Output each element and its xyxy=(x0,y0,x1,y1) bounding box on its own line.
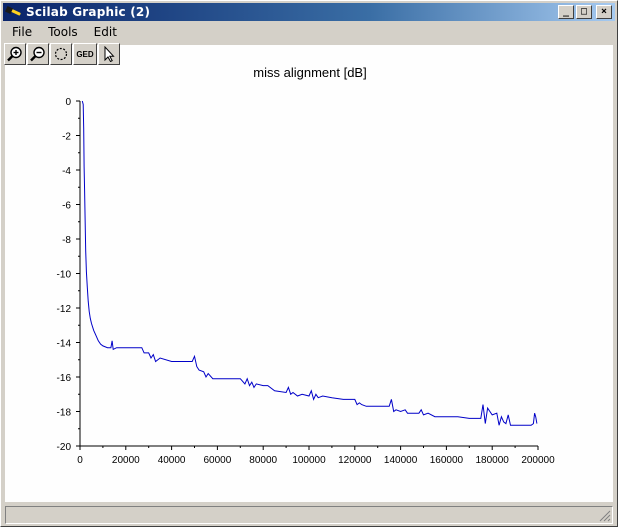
y-tick-label: -8 xyxy=(62,235,71,246)
x-tick-label: 120000 xyxy=(338,455,372,466)
zoom-out-icon xyxy=(30,46,45,62)
x-tick-label: 80000 xyxy=(249,455,277,466)
chart-title: miss alignment [dB] xyxy=(253,65,366,80)
x-tick-label: 60000 xyxy=(203,455,231,466)
graphic-toolbar: GED xyxy=(4,43,120,67)
y-tick-label: -10 xyxy=(57,270,72,281)
window-controls: _ □ × xyxy=(558,5,612,19)
x-tick-label: 40000 xyxy=(158,455,186,466)
x-tick-label: 20000 xyxy=(112,455,140,466)
x-tick-label: 160000 xyxy=(430,455,464,466)
data-series-line xyxy=(81,100,538,426)
menu-file[interactable]: File xyxy=(12,24,33,39)
zoom-in-icon xyxy=(7,46,22,62)
rotate-button[interactable] xyxy=(50,43,72,65)
x-tick-label: 140000 xyxy=(384,455,418,466)
menu-tools[interactable]: Tools xyxy=(48,24,78,39)
minimize-button[interactable]: _ xyxy=(558,5,574,19)
ged-button[interactable]: GED xyxy=(73,43,97,65)
y-tick-label: -2 xyxy=(62,132,71,143)
y-tick-label: -18 xyxy=(57,408,72,419)
title-bar[interactable]: Scilab Graphic (2) _ □ × xyxy=(3,3,615,21)
y-tick-label: -4 xyxy=(62,166,71,177)
y-tick-label: -14 xyxy=(57,339,72,350)
line-chart: miss alignment [dB] 0 -2 -4 -6 -8 -10 -12 -14 -1… xyxy=(57,65,556,466)
rotate-icon xyxy=(54,47,68,61)
y-tick-label: -16 xyxy=(57,373,72,384)
plot-area xyxy=(81,100,538,426)
select-button[interactable] xyxy=(98,43,120,65)
y-tick-label: -12 xyxy=(57,304,72,315)
scilab-app-icon xyxy=(5,5,22,19)
window-title: Scilab Graphic (2) xyxy=(26,5,151,19)
zoom-in-button[interactable] xyxy=(4,43,26,65)
x-tick-label: 0 xyxy=(77,455,83,466)
x-tick-label: 180000 xyxy=(476,455,510,466)
y-tick-label: -6 xyxy=(62,201,71,212)
menu-edit[interactable]: Edit xyxy=(93,24,117,39)
graphic-canvas[interactable]: miss alignment [dB] 0 -2 -4 -6 -8 -10 -12 -14 -1… xyxy=(5,45,613,502)
x-tick-label: 100000 xyxy=(292,455,326,466)
chart-axes: 0 -2 -4 -6 -8 -10 -12 -14 -16 -18 -20 0 20000 40000 60… xyxy=(57,97,556,466)
close-button[interactable]: × xyxy=(596,5,612,19)
arrow-cursor-icon xyxy=(104,46,115,62)
zoom-out-button[interactable] xyxy=(27,43,49,65)
y-tick-label: -20 xyxy=(57,442,72,453)
resize-grip-icon[interactable] xyxy=(599,510,611,522)
x-tick-label: 200000 xyxy=(521,455,555,466)
status-bar xyxy=(5,506,613,524)
maximize-button[interactable]: □ xyxy=(576,5,592,19)
y-tick-label: 0 xyxy=(65,97,71,108)
menu-bar: File Tools Edit xyxy=(3,22,124,41)
